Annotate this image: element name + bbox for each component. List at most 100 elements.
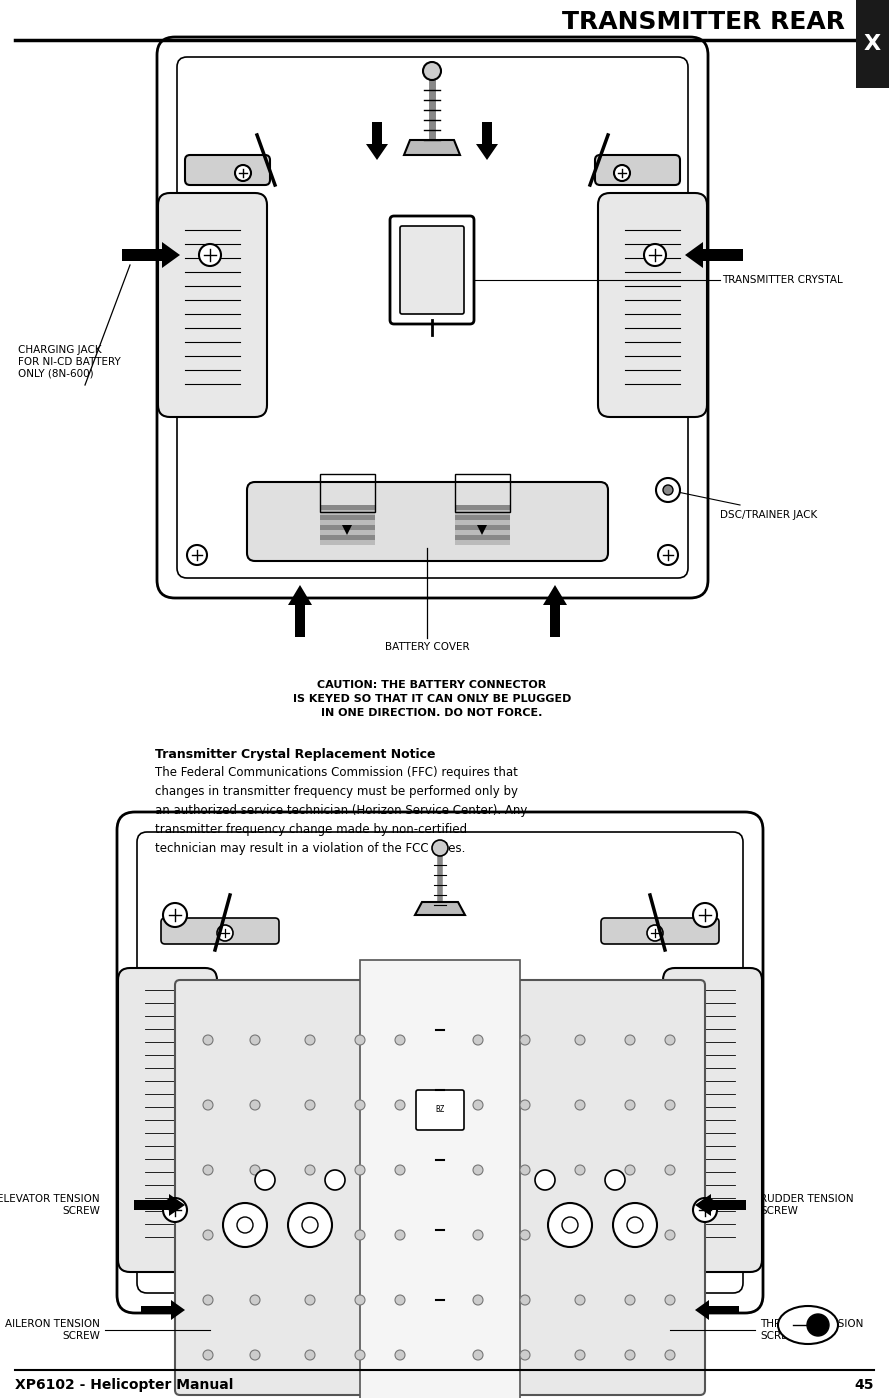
Circle shape (305, 1100, 315, 1110)
Text: BATTERY COVER: BATTERY COVER (385, 642, 469, 651)
Circle shape (665, 1230, 675, 1240)
Bar (482, 122, 492, 144)
Text: XP6102 - Helicopter Manual: XP6102 - Helicopter Manual (15, 1378, 234, 1392)
Polygon shape (169, 1194, 185, 1216)
Polygon shape (366, 144, 388, 159)
Circle shape (693, 1198, 717, 1222)
FancyBboxPatch shape (595, 155, 680, 185)
Circle shape (203, 1035, 213, 1044)
Text: IS KEYED SO THAT IT CAN ONLY BE PLUGGED: IS KEYED SO THAT IT CAN ONLY BE PLUGGED (292, 693, 572, 705)
Bar (372, 122, 382, 144)
Bar (320, 535, 375, 540)
Text: Transmitter Crystal Replacement Notice: Transmitter Crystal Replacement Notice (155, 748, 436, 761)
Circle shape (575, 1035, 585, 1044)
Circle shape (355, 1295, 365, 1304)
FancyBboxPatch shape (598, 193, 707, 417)
Circle shape (562, 1218, 578, 1233)
Circle shape (665, 1295, 675, 1304)
Circle shape (355, 1350, 365, 1360)
Circle shape (325, 1170, 345, 1190)
Circle shape (575, 1165, 585, 1174)
Bar (455, 520, 510, 526)
Bar (709, 1306, 739, 1314)
Circle shape (473, 1350, 483, 1360)
Text: IN ONE DIRECTION. DO NOT FORCE.: IN ONE DIRECTION. DO NOT FORCE. (321, 707, 542, 719)
Circle shape (605, 1170, 625, 1190)
FancyBboxPatch shape (157, 36, 708, 598)
Text: CAUTION: THE BATTERY CONNECTOR: CAUTION: THE BATTERY CONNECTOR (317, 679, 547, 691)
Circle shape (625, 1350, 635, 1360)
Bar (455, 526, 510, 530)
Circle shape (520, 1295, 530, 1304)
Circle shape (658, 545, 678, 565)
Circle shape (250, 1350, 260, 1360)
Text: TRANSMITTER REAR: TRANSMITTER REAR (562, 10, 845, 34)
Bar (360, 960, 520, 1398)
Bar (320, 510, 375, 514)
Circle shape (625, 1035, 635, 1044)
Circle shape (473, 1295, 483, 1304)
Text: TRANSMITTER CRYSTAL: TRANSMITTER CRYSTAL (722, 275, 843, 285)
Bar (320, 526, 375, 530)
Circle shape (203, 1350, 213, 1360)
Circle shape (665, 1165, 675, 1174)
Circle shape (807, 1314, 829, 1336)
Bar (455, 505, 510, 510)
Circle shape (203, 1295, 213, 1304)
Text: BZ: BZ (436, 1106, 444, 1114)
FancyBboxPatch shape (137, 832, 743, 1293)
Circle shape (187, 545, 207, 565)
Bar (455, 530, 510, 535)
Bar (549, 605, 560, 637)
Circle shape (520, 1035, 530, 1044)
Bar (455, 540, 510, 545)
Polygon shape (415, 902, 465, 916)
Circle shape (665, 1350, 675, 1360)
FancyBboxPatch shape (390, 217, 474, 324)
Circle shape (575, 1100, 585, 1110)
Bar (711, 1199, 746, 1209)
Polygon shape (543, 584, 567, 605)
Text: The Federal Communications Commission (FFC) requires that
changes in transmitter: The Federal Communications Commission (F… (155, 766, 527, 856)
Bar (295, 605, 305, 637)
Circle shape (217, 925, 233, 941)
FancyBboxPatch shape (400, 226, 464, 315)
Circle shape (423, 62, 441, 80)
Circle shape (250, 1100, 260, 1110)
Circle shape (473, 1035, 483, 1044)
Circle shape (163, 903, 187, 927)
Ellipse shape (778, 1306, 838, 1343)
Circle shape (395, 1035, 405, 1044)
Bar (134, 1199, 169, 1209)
Bar (320, 520, 375, 526)
Circle shape (250, 1230, 260, 1240)
Polygon shape (476, 144, 498, 159)
FancyBboxPatch shape (118, 967, 217, 1272)
Bar (320, 540, 375, 545)
Circle shape (625, 1100, 635, 1110)
Circle shape (255, 1170, 275, 1190)
Text: ELEVATOR TENSION
SCREW: ELEVATOR TENSION SCREW (0, 1194, 100, 1216)
Circle shape (395, 1165, 405, 1174)
Circle shape (355, 1035, 365, 1044)
Polygon shape (342, 526, 352, 535)
Circle shape (395, 1100, 405, 1110)
Bar (320, 530, 375, 535)
Polygon shape (288, 584, 312, 605)
Circle shape (625, 1230, 635, 1240)
Polygon shape (404, 140, 460, 155)
Circle shape (656, 478, 680, 502)
Circle shape (548, 1204, 592, 1247)
Polygon shape (171, 1300, 185, 1320)
Circle shape (647, 925, 663, 941)
Bar (320, 514, 375, 520)
Text: AILERON TENSION
SCREW: AILERON TENSION SCREW (5, 1320, 100, 1341)
FancyBboxPatch shape (177, 57, 688, 577)
Polygon shape (695, 1194, 711, 1216)
Text: X: X (863, 34, 881, 55)
Circle shape (575, 1350, 585, 1360)
FancyBboxPatch shape (601, 918, 719, 944)
Bar (320, 474, 375, 512)
Circle shape (305, 1165, 315, 1174)
Circle shape (627, 1218, 643, 1233)
